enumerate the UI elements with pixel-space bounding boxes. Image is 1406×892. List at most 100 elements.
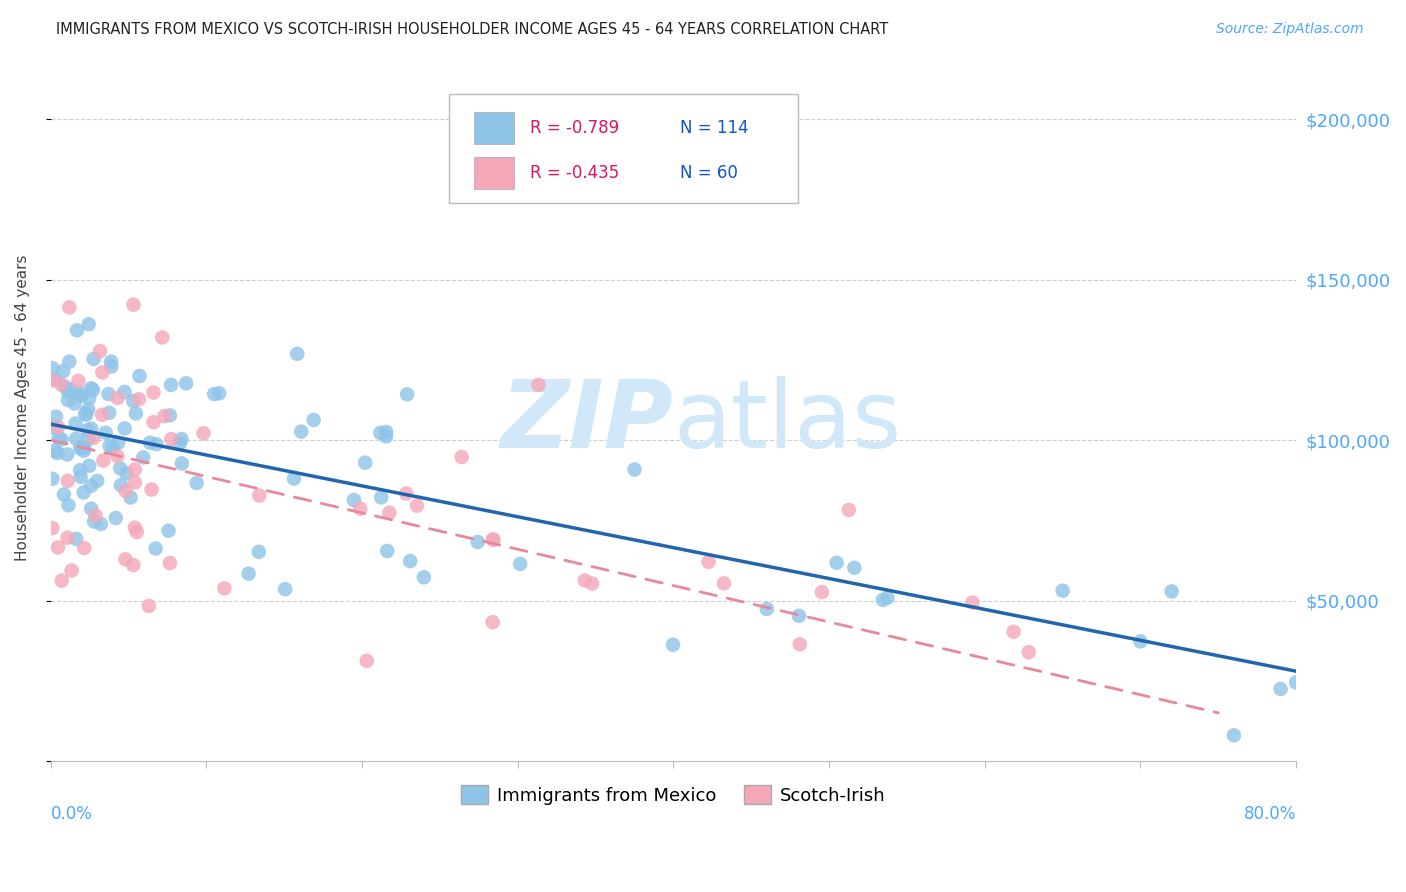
Text: IMMIGRANTS FROM MEXICO VS SCOTCH-IRISH HOUSEHOLDER INCOME AGES 45 - 64 YEARS COR: IMMIGRANTS FROM MEXICO VS SCOTCH-IRISH H… [56, 22, 889, 37]
Point [94, 425, 117, 440]
Point [46, 541, 69, 555]
FancyBboxPatch shape [474, 112, 515, 144]
Point [75, 407, 97, 421]
Point [145, 541, 167, 556]
Point [91, 408, 114, 422]
Point [145, 437, 167, 451]
Point [70, 389, 93, 403]
Point [86, 474, 108, 488]
Point [138, 599, 160, 613]
Point [65, 432, 87, 446]
Point [53, 380, 76, 394]
Point [89, 344, 111, 359]
Point [56, 384, 79, 399]
Point [124, 475, 146, 490]
Point [52, 487, 75, 501]
Point [60, 564, 83, 578]
Point [56, 447, 79, 461]
Point [114, 421, 136, 435]
Point [51, 574, 73, 588]
Point [450, 450, 472, 464]
Point [58, 301, 80, 315]
Point [56, 531, 79, 545]
Point [107, 391, 129, 405]
Point [208, 386, 231, 401]
Point [787, 608, 810, 623]
Point [1285, 675, 1308, 690]
Point [66, 323, 89, 337]
Point [354, 456, 377, 470]
Point [72, 485, 94, 500]
Point [84, 508, 107, 523]
Point [343, 493, 366, 508]
Point [90, 516, 112, 531]
Point [623, 462, 645, 476]
Point [44, 443, 66, 458]
Point [141, 483, 163, 497]
Point [77, 391, 100, 405]
Point [77, 432, 100, 446]
Point [91, 366, 114, 380]
Point [65, 417, 87, 431]
Point [170, 456, 193, 470]
Point [41, 521, 63, 535]
Text: R = -0.789: R = -0.789 [530, 119, 620, 137]
Point [509, 557, 531, 571]
Point [107, 435, 129, 450]
Point [481, 533, 503, 547]
Point [825, 556, 848, 570]
Point [872, 593, 894, 607]
Point [114, 552, 136, 566]
Point [811, 585, 834, 599]
Text: 0.0%: 0.0% [51, 805, 93, 823]
Point [789, 637, 811, 651]
Point [100, 354, 122, 368]
Point [356, 654, 378, 668]
Point [44, 421, 66, 435]
Point [396, 387, 419, 401]
Point [1018, 645, 1040, 659]
Point [58, 354, 80, 368]
Point [83, 431, 105, 445]
Point [51, 433, 73, 447]
Point [132, 450, 155, 465]
Point [107, 449, 129, 463]
Point [122, 298, 145, 312]
Point [844, 560, 866, 574]
Point [1160, 584, 1182, 599]
Point [349, 501, 371, 516]
Point [370, 425, 392, 440]
Point [83, 351, 105, 366]
Point [125, 407, 148, 421]
Point [52, 364, 75, 378]
Point [128, 369, 150, 384]
Point [44, 372, 66, 386]
Point [41, 373, 63, 387]
Point [77, 317, 100, 331]
Point [80, 381, 103, 395]
Point [283, 472, 305, 486]
Point [60, 383, 83, 397]
Point [80, 501, 103, 516]
Point [274, 582, 297, 597]
Point [290, 425, 312, 439]
Point [170, 432, 193, 446]
Point [482, 533, 505, 547]
Point [77, 402, 100, 417]
Point [186, 476, 208, 491]
Point [159, 409, 181, 423]
Point [73, 443, 96, 458]
Point [238, 566, 260, 581]
Point [157, 524, 180, 538]
Point [370, 491, 392, 505]
Text: N = 60: N = 60 [679, 164, 738, 182]
Point [73, 441, 96, 455]
Point [80, 479, 103, 493]
Point [76, 423, 98, 437]
Point [838, 503, 860, 517]
Point [41, 472, 63, 486]
Point [114, 484, 136, 499]
Point [150, 330, 173, 344]
Text: N = 114: N = 114 [679, 119, 748, 137]
Point [395, 486, 418, 500]
